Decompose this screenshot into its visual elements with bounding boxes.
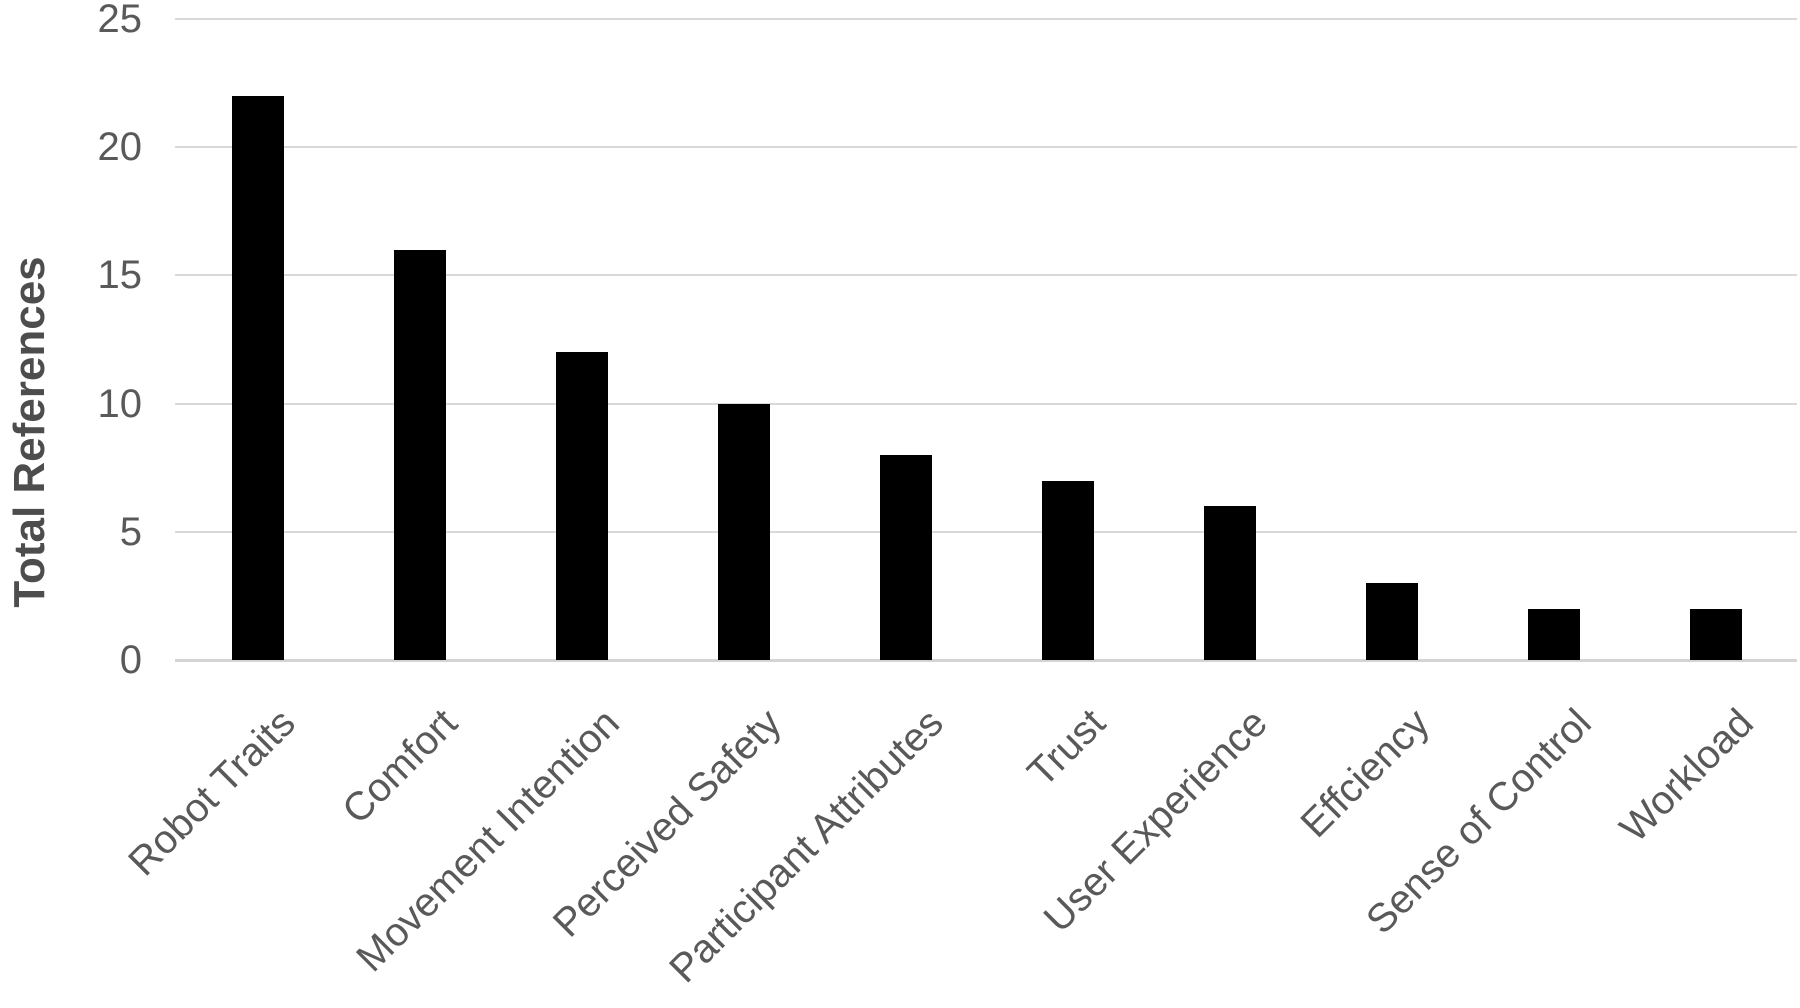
gridline-5 [175,531,1797,533]
gridline-10 [175,403,1797,405]
bar-perceived-safety [718,404,770,660]
bar-workload [1690,609,1742,660]
bar-movement-intention [556,352,608,660]
x-category-label-robot-traits: Robot Traits [120,700,304,885]
bar-effciency [1366,583,1418,660]
y-tick-label-15: 15 [97,253,143,297]
x-axis-line [175,659,1797,662]
bar-trust [1042,481,1094,660]
y-tick-label-5: 5 [119,510,142,554]
y-tick-label-25: 25 [97,0,143,41]
gridline-15 [175,274,1797,276]
bar-participant-attributes [880,455,932,660]
y-tick-label-20: 20 [97,125,143,169]
gridline-25 [175,18,1797,20]
bar-comfort [394,250,446,660]
y-tick-label-10: 10 [97,382,143,426]
bar-user-experience [1204,506,1256,660]
gridline-20 [175,146,1797,148]
bar-robot-traits [232,96,284,660]
bar-sense-of-control [1528,609,1580,660]
y-tick-label-0: 0 [119,638,142,682]
